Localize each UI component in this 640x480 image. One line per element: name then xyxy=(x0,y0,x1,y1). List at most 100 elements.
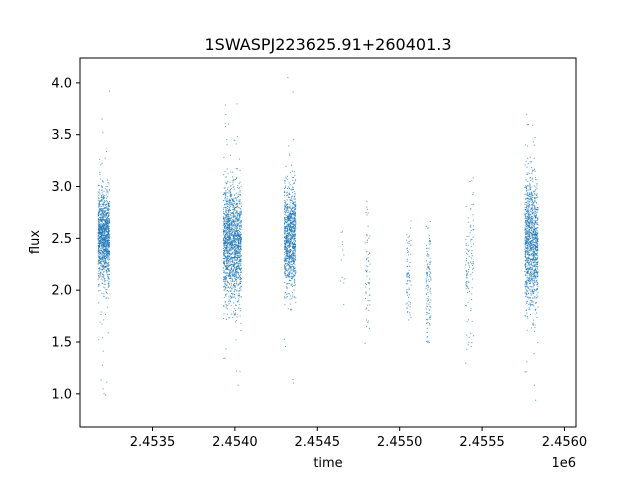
data-point xyxy=(228,243,230,245)
data-point xyxy=(223,249,225,251)
data-point xyxy=(284,245,286,247)
data-point xyxy=(237,301,239,303)
data-point xyxy=(232,212,234,214)
data-point xyxy=(294,213,296,215)
data-point xyxy=(293,210,295,212)
data-point xyxy=(105,197,107,199)
data-point xyxy=(235,279,237,280)
data-point xyxy=(286,208,288,210)
data-point xyxy=(240,220,242,222)
data-point xyxy=(294,264,296,266)
data-point xyxy=(233,285,235,287)
data-point xyxy=(290,238,292,240)
data-point xyxy=(102,240,104,241)
data-point xyxy=(294,246,296,248)
data-point xyxy=(227,268,229,270)
data-point xyxy=(524,296,526,298)
data-point xyxy=(240,225,242,227)
data-point xyxy=(426,327,428,329)
data-point xyxy=(429,274,431,276)
data-point xyxy=(531,293,533,295)
data-point xyxy=(536,211,538,213)
data-point xyxy=(99,226,101,228)
data-point xyxy=(100,261,102,263)
data-point xyxy=(368,288,370,290)
data-point xyxy=(99,159,101,161)
data-point xyxy=(229,214,231,215)
data-point xyxy=(108,226,110,228)
data-point xyxy=(229,243,231,245)
data-point xyxy=(528,204,530,206)
data-point xyxy=(430,293,432,295)
data-point xyxy=(222,247,224,249)
data-point xyxy=(224,285,226,287)
data-point xyxy=(286,175,288,177)
data-point xyxy=(292,247,294,249)
data-point xyxy=(284,257,286,259)
data-point xyxy=(427,306,429,308)
data-point xyxy=(408,251,410,253)
data-point xyxy=(98,235,100,237)
data-point xyxy=(237,256,239,258)
data-point xyxy=(101,198,103,200)
data-point xyxy=(230,233,232,235)
data-point xyxy=(231,234,233,236)
data-point xyxy=(227,187,229,189)
data-point xyxy=(293,208,295,210)
data-point xyxy=(240,243,242,245)
data-point xyxy=(227,207,229,209)
data-point xyxy=(233,230,235,232)
data-point xyxy=(293,275,295,277)
data-point xyxy=(526,222,528,224)
data-point xyxy=(99,240,101,242)
data-point xyxy=(223,262,225,264)
data-point xyxy=(233,236,235,238)
data-point xyxy=(534,326,536,328)
data-point xyxy=(284,199,286,201)
data-point xyxy=(235,249,237,251)
data-point xyxy=(97,246,99,248)
data-point xyxy=(234,257,236,259)
data-point xyxy=(236,256,238,258)
data-point xyxy=(529,308,531,310)
data-point xyxy=(103,223,105,225)
data-point xyxy=(529,233,531,235)
data-point xyxy=(233,185,235,187)
data-point xyxy=(527,245,529,247)
data-point xyxy=(224,252,226,254)
data-point xyxy=(232,235,234,237)
data-point xyxy=(430,306,432,308)
data-point xyxy=(103,271,105,273)
data-point xyxy=(226,256,228,258)
data-point xyxy=(534,290,536,292)
data-point xyxy=(468,255,470,257)
data-point xyxy=(536,235,538,237)
data-point xyxy=(225,235,227,237)
data-point xyxy=(105,238,107,240)
data-point xyxy=(103,266,105,268)
data-point xyxy=(236,272,238,274)
data-point xyxy=(236,226,238,228)
data-point xyxy=(234,227,236,229)
data-point xyxy=(526,203,528,205)
data-point xyxy=(524,248,526,250)
data-point xyxy=(288,274,290,276)
data-point xyxy=(285,259,287,261)
data-point xyxy=(234,207,236,209)
data-point xyxy=(237,236,239,238)
data-point xyxy=(101,163,103,165)
data-point xyxy=(294,248,296,250)
data-point xyxy=(471,263,473,265)
data-point xyxy=(235,304,237,306)
data-point xyxy=(224,104,226,106)
data-point xyxy=(407,272,409,274)
data-point xyxy=(427,341,429,343)
data-point xyxy=(235,218,237,220)
data-point xyxy=(104,219,106,221)
data-point xyxy=(284,274,286,276)
data-point xyxy=(287,269,289,271)
data-point xyxy=(239,225,241,227)
data-point xyxy=(101,220,103,222)
data-point xyxy=(295,237,297,239)
data-point xyxy=(240,242,242,244)
